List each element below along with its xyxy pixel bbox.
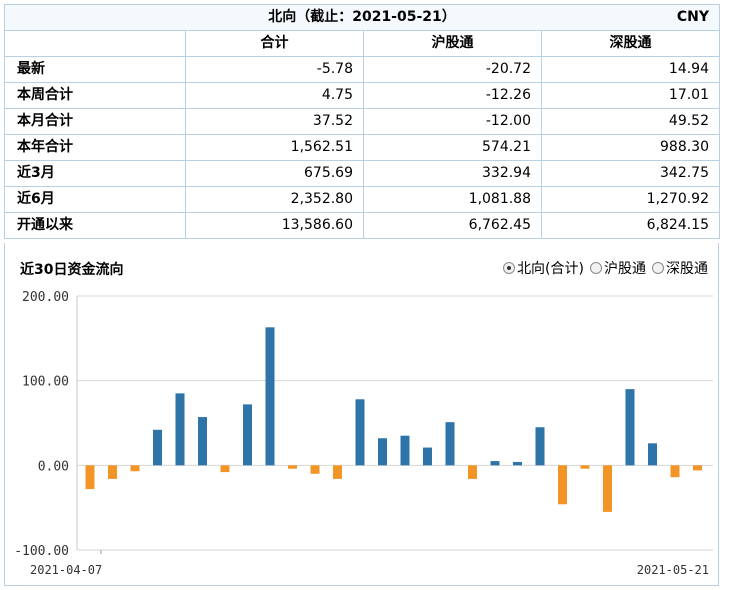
row-label: 本年合计: [4, 134, 186, 161]
chart-bar: [648, 443, 657, 466]
chart-bar: [670, 465, 680, 478]
chart-bar: [580, 465, 590, 469]
radio-button-icon[interactable]: [590, 262, 602, 274]
column-header-total: 合计: [185, 30, 364, 57]
chart-bar: [468, 465, 477, 479]
cell-sz: 6,824.15: [541, 212, 720, 239]
cell-sh: 6,762.45: [363, 212, 542, 239]
chart-bar: [603, 465, 612, 512]
chart-bar: [400, 435, 410, 466]
row-label: 开通以来: [4, 212, 186, 239]
chart-container: [4, 243, 719, 586]
chart-bar: [288, 465, 297, 469]
chart-bar: [108, 465, 117, 479]
chart-bar: [175, 393, 185, 466]
cell-sz: 49.52: [541, 108, 720, 135]
radio-option-sh-connect[interactable]: 沪股通: [590, 258, 646, 278]
table-row: 开通以来 13,586.60 6,762.45 6,824.15: [4, 212, 720, 239]
cell-total: 37.52: [185, 108, 364, 135]
flow-table: 北向（截止：2021-05-21） CNY 合计 沪股通 深股通 最新 -5.7…: [4, 4, 720, 239]
y-tick-label: -100.00: [14, 544, 69, 559]
cell-total: -5.78: [185, 56, 364, 83]
y-tick-label: 0.00: [38, 459, 69, 474]
y-tick-label: 200.00: [22, 290, 69, 305]
cell-sh: -12.26: [363, 82, 542, 109]
chart-bar: [265, 327, 275, 466]
chart-title: 近30日资金流向: [20, 262, 124, 278]
cell-total: 1,562.51: [185, 134, 364, 161]
cell-sh: -20.72: [363, 56, 542, 83]
radio-label: 沪股通: [604, 261, 646, 277]
radio-button-icon[interactable]: [652, 262, 664, 274]
cell-sz: 14.94: [541, 56, 720, 83]
x-label-end: 2021-05-21: [637, 563, 709, 577]
series-selector: 北向(合计) 沪股通 深股通: [503, 258, 708, 278]
cell-sz: 17.01: [541, 82, 720, 109]
table-row: 近3月 675.69 332.94 342.75: [4, 160, 720, 187]
radio-label: 北向(合计): [517, 261, 584, 277]
radio-option-total[interactable]: 北向(合计): [503, 258, 584, 278]
table-row: 本周合计 4.75 -12.26 17.01: [4, 82, 720, 109]
table-title: 北向（截止：2021-05-21）: [268, 9, 456, 25]
table-row: 近6月 2,352.80 1,081.88 1,270.92: [4, 186, 720, 213]
chart-bar: [378, 438, 387, 466]
cell-total: 675.69: [185, 160, 364, 187]
radio-label: 深股通: [666, 261, 708, 277]
cell-total: 4.75: [185, 82, 364, 109]
cell-sh: 332.94: [363, 160, 542, 187]
chart-bar: [445, 422, 455, 466]
currency-label: CNY: [676, 9, 709, 25]
cell-sh: 574.21: [363, 134, 542, 161]
cell-sh: 1,081.88: [363, 186, 542, 213]
row-label: 近6月: [4, 186, 186, 213]
y-tick-label: 100.00: [22, 375, 69, 390]
cell-total: 2,352.80: [185, 186, 364, 213]
cell-sz: 988.30: [541, 134, 720, 161]
column-header-sz-connect: 深股通: [541, 30, 720, 57]
row-label: 本月合计: [4, 108, 186, 135]
chart-bar: [535, 427, 545, 466]
cell-sz: 1,270.92: [541, 186, 720, 213]
chart-bar: [198, 417, 207, 466]
table-row: 本月合计 37.52 -12.00 49.52: [4, 108, 720, 135]
flow-bar-chart: 200.00 100.00 0.00 -100.00 2021-04-07 2021-05…: [14, 290, 713, 577]
chart-bar: [490, 461, 500, 466]
chart-bar: [153, 429, 162, 466]
chart-bar: [130, 465, 140, 472]
table-header-row: 北向（截止：2021-05-21） CNY: [4, 4, 720, 31]
chart-bar: [423, 447, 432, 466]
chart-bar: [513, 461, 522, 466]
cell-sh: -12.00: [363, 108, 542, 135]
radio-option-sz-connect[interactable]: 深股通: [652, 258, 708, 278]
chart-bar: [625, 389, 635, 466]
column-header-row: 合计 沪股通 深股通: [4, 30, 720, 57]
table-row: 最新 -5.78 -20.72 14.94: [4, 56, 720, 83]
chart-bar: [310, 465, 320, 474]
chart-bar: [243, 404, 252, 466]
chart-bar: [355, 399, 365, 466]
row-label: 最新: [4, 56, 186, 83]
cell-sz: 342.75: [541, 160, 720, 187]
radio-button-selected-icon[interactable]: [503, 262, 516, 274]
chart-bar: [558, 465, 567, 505]
row-label: 近3月: [4, 160, 186, 187]
chart-bar: [85, 465, 95, 490]
chart-bar: [220, 465, 230, 473]
row-label: 本周合计: [4, 82, 186, 109]
table-row: 本年合计 1,562.51 574.21 988.30: [4, 134, 720, 161]
column-header-empty: [4, 30, 186, 57]
column-header-sh-connect: 沪股通: [363, 30, 542, 57]
chart-bar: [333, 465, 342, 479]
cell-total: 13,586.60: [185, 212, 364, 239]
table-title-cell: 北向（截止：2021-05-21） CNY: [4, 4, 720, 31]
x-label-start: 2021-04-07: [30, 563, 102, 577]
chart-bar: [693, 465, 702, 471]
